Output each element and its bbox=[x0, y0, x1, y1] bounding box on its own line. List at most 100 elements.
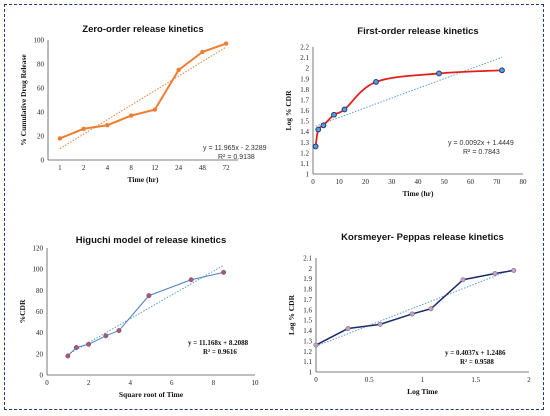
x-tick-label: 70 bbox=[493, 178, 501, 186]
x-axis-label: Time (hr) bbox=[128, 175, 159, 184]
x-axis-label: Time (hr) bbox=[403, 189, 434, 198]
trendline-r2: R² = 0.9138 bbox=[218, 154, 255, 161]
data-point bbox=[86, 341, 92, 347]
data-point bbox=[436, 70, 442, 77]
data-point bbox=[331, 111, 337, 118]
y-tick-label: 80 bbox=[36, 287, 44, 295]
y-tick-label: 1.4 bbox=[303, 327, 312, 335]
x-tick-label: 4 bbox=[128, 379, 132, 387]
y-tick-label: 20 bbox=[37, 133, 45, 141]
data-point bbox=[345, 326, 351, 331]
x-tick-label: 8 bbox=[129, 164, 133, 172]
y-tick-label: 1.6 bbox=[300, 107, 309, 115]
data-point bbox=[373, 79, 379, 85]
trendline-r2: R² = 0.9588 bbox=[460, 358, 494, 366]
x-tick-label: 8 bbox=[212, 379, 216, 387]
x-tick-label: 0 bbox=[314, 376, 318, 384]
y-tick-label: 60 bbox=[37, 85, 45, 93]
y-tick-label: 1.3 bbox=[303, 337, 312, 345]
x-tick-label: 0 bbox=[311, 178, 315, 186]
trendline-r2: R² = 0.9616 bbox=[203, 348, 237, 356]
data-point bbox=[492, 271, 498, 276]
series-line bbox=[315, 269, 514, 346]
data-point bbox=[73, 345, 79, 350]
y-axis-label: Log % CDR bbox=[287, 294, 296, 335]
trendline-equation: y = 0.0092x + 1.4449 bbox=[448, 140, 514, 147]
x-tick-label: 60 bbox=[467, 178, 475, 186]
x-axis-label: Square root of Time bbox=[119, 390, 184, 399]
figure-frame bbox=[4, 4, 544, 410]
y-axis-label: %CDR bbox=[18, 299, 27, 323]
y-tick-label: 2 bbox=[309, 265, 313, 273]
y-tick-label: 1.5 bbox=[303, 317, 312, 325]
series-line bbox=[59, 42, 227, 140]
y-tick-label: 1.7 bbox=[303, 296, 312, 304]
data-point bbox=[105, 123, 110, 128]
x-tick-label: 1 bbox=[58, 164, 62, 172]
x-tick-label: 10 bbox=[336, 178, 344, 186]
data-point bbox=[152, 107, 158, 112]
data-point bbox=[313, 342, 319, 348]
data-point bbox=[320, 122, 327, 129]
y-tick-label: 1.8 bbox=[300, 86, 309, 94]
trendline-equation: y = 11.168x + 8.2088 bbox=[188, 339, 249, 347]
x-tick-label: 12 bbox=[151, 164, 159, 172]
data-point bbox=[57, 136, 63, 141]
y-tick-label: 1 bbox=[306, 171, 310, 179]
x-tick-label: 0.5 bbox=[365, 376, 374, 384]
x-tick-label: 40 bbox=[415, 178, 423, 186]
y-tick-label: 1.7 bbox=[300, 96, 309, 104]
x-tick-label: 4 bbox=[106, 164, 110, 172]
x-tick-label: 30 bbox=[388, 178, 396, 186]
y-tick-label: 20 bbox=[36, 350, 44, 358]
x-tick-label: 2 bbox=[82, 164, 86, 172]
data-point bbox=[221, 269, 227, 275]
y-tick-label: 1.6 bbox=[303, 306, 312, 314]
x-tick-label: 24 bbox=[175, 164, 183, 172]
data-point bbox=[128, 113, 134, 118]
data-point bbox=[81, 126, 86, 131]
data-point bbox=[200, 49, 205, 55]
y-tick-label: 1.1 bbox=[300, 160, 309, 168]
y-tick-label: 120 bbox=[33, 245, 44, 253]
data-point bbox=[460, 277, 466, 283]
y-tick-label: 2.1 bbox=[300, 54, 309, 62]
x-tick-label: 48 bbox=[199, 164, 207, 172]
trendline-r2: R² = 0.7843 bbox=[463, 149, 500, 156]
y-tick-label: 60 bbox=[36, 308, 44, 316]
y-tick-label: 100 bbox=[34, 37, 45, 45]
trendline-equation: y = 0.4037x + 1.2486 bbox=[445, 349, 506, 357]
y-tick-label: 2.2 bbox=[300, 44, 309, 52]
trendline bbox=[315, 268, 514, 347]
y-tick-label: 1.8 bbox=[303, 286, 312, 294]
chart-title: Zero-order release kinetics bbox=[82, 24, 203, 35]
x-tick-label: 2 bbox=[527, 376, 531, 384]
y-tick-label: 40 bbox=[36, 329, 44, 337]
x-tick-label: 2 bbox=[87, 379, 91, 387]
data-point bbox=[223, 41, 229, 46]
x-tick-label: 1.5 bbox=[471, 376, 480, 384]
y-tick-label: 100 bbox=[33, 266, 44, 274]
x-tick-label: 10 bbox=[252, 379, 260, 387]
chart-title: Higuchi model of release kinetics bbox=[76, 235, 226, 246]
x-tick-label: 1 bbox=[421, 376, 425, 384]
x-tick-label: 6 bbox=[170, 379, 174, 387]
data-point bbox=[146, 293, 152, 299]
trendline bbox=[59, 46, 227, 150]
data-point bbox=[341, 106, 348, 113]
y-tick-label: 1.2 bbox=[300, 149, 309, 157]
y-tick-label: 1.1 bbox=[303, 358, 312, 366]
y-tick-label: 0 bbox=[41, 157, 45, 165]
x-axis-label: Log Time bbox=[407, 387, 438, 396]
data-point bbox=[377, 321, 383, 327]
y-tick-label: 2 bbox=[306, 65, 310, 73]
x-tick-label: 72 bbox=[223, 164, 231, 172]
x-tick-label: 50 bbox=[441, 178, 449, 186]
y-tick-label: 1 bbox=[309, 369, 313, 377]
data-point bbox=[409, 311, 415, 317]
y-tick-label: 1.9 bbox=[300, 75, 309, 83]
y-tick-label: 2.1 bbox=[303, 255, 312, 263]
